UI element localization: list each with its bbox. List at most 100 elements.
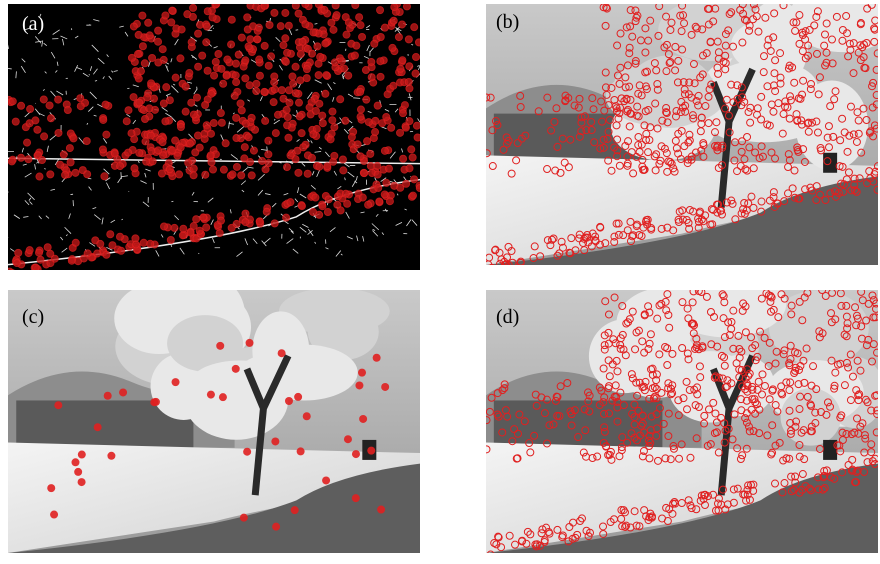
feature-point xyxy=(218,217,225,224)
feature-point xyxy=(155,38,162,45)
feature-point xyxy=(256,218,263,225)
feature-point xyxy=(9,269,16,276)
feature-point xyxy=(401,102,408,109)
feature-point xyxy=(139,12,146,19)
feature-point xyxy=(242,75,249,82)
feature-point xyxy=(296,113,303,120)
feature-point xyxy=(18,154,25,161)
feature-point xyxy=(62,171,69,178)
feature-point xyxy=(374,102,381,109)
feature-point xyxy=(308,154,315,161)
feature-point xyxy=(238,107,245,114)
edge-stroke xyxy=(5,234,8,238)
feature-point xyxy=(176,171,183,178)
feature-point xyxy=(222,140,229,147)
feature-point xyxy=(5,271,12,278)
feature-point xyxy=(373,354,381,362)
panel-image xyxy=(483,0,880,271)
feature-point xyxy=(406,85,413,92)
feature-point xyxy=(208,90,215,97)
feature-point xyxy=(235,51,242,58)
feature-point xyxy=(128,130,135,137)
feature-point xyxy=(400,155,407,162)
feature-point xyxy=(328,130,335,137)
feature-point xyxy=(287,152,294,159)
feature-point xyxy=(357,153,364,160)
feature-point xyxy=(265,151,272,158)
feature-point xyxy=(137,68,144,75)
feature-point xyxy=(135,31,142,38)
feature-point xyxy=(243,448,251,456)
feature-point xyxy=(383,179,390,186)
feature-point xyxy=(324,163,331,170)
feature-point xyxy=(232,60,239,67)
feature-point xyxy=(207,152,214,159)
feature-point xyxy=(334,201,341,208)
feature-point xyxy=(188,39,195,46)
feature-point xyxy=(416,185,423,192)
feature-point xyxy=(223,72,230,79)
feature-point xyxy=(291,506,299,514)
feature-point xyxy=(208,130,215,137)
feature-point xyxy=(220,166,227,173)
feature-point xyxy=(297,51,304,58)
feature-point xyxy=(344,435,352,443)
feature-point xyxy=(68,257,75,264)
feature-point xyxy=(278,87,285,94)
feature-point xyxy=(270,99,277,106)
feature-point xyxy=(231,92,238,99)
feature-point xyxy=(162,12,169,19)
feature-point xyxy=(391,4,398,11)
feature-point xyxy=(102,101,109,108)
feature-point xyxy=(406,63,413,70)
feature-point xyxy=(355,381,363,389)
feature-point xyxy=(186,70,193,77)
feature-point xyxy=(410,192,417,199)
feature-point xyxy=(155,27,162,34)
feature-point xyxy=(200,214,207,221)
feature-point xyxy=(94,423,102,431)
edge-stroke xyxy=(171,201,173,202)
feature-point xyxy=(26,120,33,127)
feature-point xyxy=(285,134,292,141)
feature-point xyxy=(15,249,22,256)
feature-point xyxy=(413,122,420,129)
feature-point xyxy=(72,239,79,246)
feature-point xyxy=(130,23,137,30)
feature-point xyxy=(377,73,384,80)
feature-point xyxy=(302,21,309,28)
feature-point xyxy=(312,107,319,114)
feature-point xyxy=(377,58,384,65)
feature-point xyxy=(317,53,324,60)
feature-point xyxy=(413,54,420,61)
feature-point xyxy=(290,80,297,87)
feature-point xyxy=(397,129,404,136)
feature-point xyxy=(84,250,91,257)
feature-point xyxy=(128,54,135,61)
feature-point xyxy=(208,159,215,166)
feature-point xyxy=(352,494,360,502)
feature-point xyxy=(372,117,379,124)
tree-crown xyxy=(251,345,358,401)
feature-point xyxy=(411,176,418,183)
feature-point xyxy=(319,112,326,119)
feature-point xyxy=(364,138,371,145)
feature-point xyxy=(340,167,347,174)
feature-point xyxy=(224,56,231,63)
feature-point xyxy=(321,6,328,13)
feature-point xyxy=(172,137,179,144)
edge-stroke xyxy=(44,169,45,170)
feature-point xyxy=(55,129,62,136)
feature-point xyxy=(8,158,15,165)
page: (a) (b) (c) (d) (() => { const data = JS… xyxy=(0,0,880,559)
feature-point xyxy=(193,94,200,101)
feature-point xyxy=(136,99,143,106)
feature-point xyxy=(271,86,278,93)
feature-point xyxy=(265,137,272,144)
feature-point xyxy=(323,72,330,79)
panel-image xyxy=(483,269,880,558)
feature-point xyxy=(315,60,322,67)
feature-point xyxy=(352,450,360,458)
feature-point xyxy=(381,383,389,391)
feature-point xyxy=(172,74,179,81)
